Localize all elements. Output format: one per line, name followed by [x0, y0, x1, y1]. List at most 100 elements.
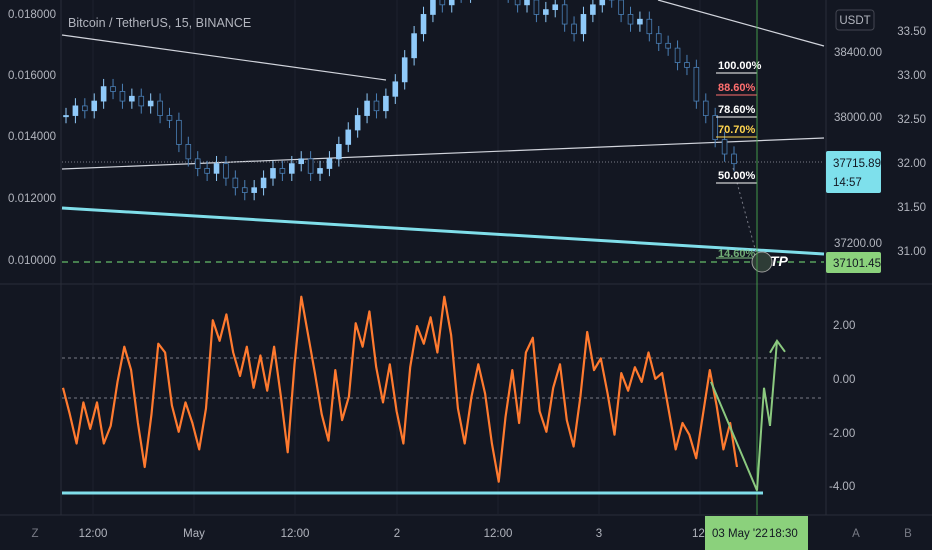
- projection-arrow-line: [710, 340, 778, 491]
- candle-body-11: [166, 115, 173, 121]
- candle-body-38: [420, 14, 427, 35]
- currency-badge[interactable]: [835, 9, 875, 31]
- candle-body-27: [317, 168, 323, 174]
- tp-price-value: 37101.45: [833, 258, 881, 270]
- candle-body-18: [232, 177, 239, 189]
- time-axis: 12:00 May 12:00 2 12:00 3 12: 03 May '22…: [79, 516, 808, 550]
- candle-body-15: [204, 168, 210, 174]
- osc-tick-3: -4.00: [829, 481, 855, 493]
- candle-body-36: [401, 57, 408, 83]
- candle-body-20: [251, 187, 257, 193]
- tp-price-tag: [826, 252, 881, 273]
- candle-body-8: [138, 95, 145, 107]
- usdt-tick-2: 37200.00: [834, 238, 882, 250]
- fib-label-14: 14.60%: [718, 248, 756, 260]
- right-tick-5: 31.00: [897, 246, 926, 258]
- usdt-price-axis: USDT 38400.00 38000.00 37200.00: [834, 9, 882, 250]
- candle-body-3: [91, 100, 98, 112]
- candle-body-23: [279, 168, 286, 174]
- candle-body-25: [298, 158, 305, 165]
- candle-body-39: [430, 0, 436, 15]
- candle-body-2: [82, 105, 88, 112]
- right-tick-0: 33.50: [897, 26, 926, 38]
- time-label-0: 12:00: [79, 528, 108, 540]
- left-price-axis: 0.018000 0.016000 0.014000 0.012000 0.01…: [8, 9, 56, 267]
- candle-body-54: [571, 23, 577, 35]
- candle-body-19: [241, 187, 248, 193]
- price-candles: [63, 0, 737, 201]
- countdown-timer: 14:57: [833, 177, 862, 189]
- current-price-value: 37715.89: [833, 158, 881, 170]
- time-label-1: May: [183, 528, 205, 540]
- candle-body-52: [552, 4, 559, 11]
- right-price-axis: 33.50 33.00 32.50 32.00 31.50 31.00: [897, 26, 926, 258]
- crosshair-date: 03 May '22: [712, 528, 768, 540]
- candle-body-66: [684, 62, 690, 68]
- oscillator-axis: 2.00 0.00 -2.00 -4.00: [829, 320, 855, 493]
- price-pane[interactable]: 100.00% 88.60% 78.60% 70.70% 50.00% 14.6…: [61, 0, 825, 273]
- candle-body-53: [561, 4, 568, 25]
- usdt-tick-0: 38400.00: [834, 47, 882, 59]
- candle-body-41: [448, 0, 455, 6]
- time-label-6: 12:: [692, 528, 708, 540]
- candle-body-22: [270, 168, 276, 179]
- candle-body-70: [721, 139, 728, 155]
- mid-trendline: [61, 137, 825, 170]
- auto-scale-button[interactable]: A: [852, 528, 860, 540]
- candle-body-30: [345, 129, 352, 145]
- candle-body-13: [185, 144, 192, 160]
- usdt-tick-1: 38000.00: [834, 112, 882, 124]
- tp-label: TP: [770, 253, 789, 269]
- current-price-tag: [826, 151, 881, 193]
- candle-body-48: [514, 0, 521, 6]
- candle-body-40: [439, 0, 446, 6]
- time-label-3: 2: [394, 528, 400, 540]
- right-tick-2: 32.50: [897, 114, 926, 126]
- candle-body-62: [646, 18, 653, 35]
- candle-body-9: [147, 100, 154, 107]
- candle-body-64: [665, 42, 671, 49]
- candle-body-71: [731, 153, 737, 165]
- resistance-trendline: [657, 0, 825, 47]
- candle-body-1: [72, 105, 79, 116]
- fib-label-100: 100.00%: [718, 60, 762, 72]
- candle-body-26: [307, 158, 314, 174]
- left-tick-1: 0.016000: [8, 70, 56, 82]
- osc-tick-1: 0.00: [833, 374, 855, 386]
- right-tick-3: 32.00: [897, 158, 926, 170]
- candle-body-65: [674, 47, 681, 63]
- fib-label-78: 78.60%: [718, 104, 756, 116]
- candle-body-67: [693, 66, 700, 102]
- candle-body-28: [326, 158, 333, 169]
- oscillator-pane[interactable]: [61, 295, 824, 495]
- candle-body-5: [110, 86, 116, 92]
- candle-body-32: [364, 100, 370, 116]
- candle-body-16: [213, 163, 220, 174]
- candle-body-24: [289, 163, 295, 174]
- osc-tick-2: -2.00: [829, 428, 855, 440]
- zoom-button[interactable]: Z: [31, 528, 38, 540]
- candle-body-60: [627, 14, 634, 25]
- left-tick-4: 0.010000: [8, 255, 56, 267]
- fib-label-70: 70.70%: [718, 124, 756, 136]
- candle-body-61: [637, 18, 643, 25]
- fibonacci-retracement[interactable]: 100.00% 88.60% 78.60% 70.70% 50.00% 14.6…: [716, 60, 762, 260]
- support-trendline: [61, 206, 825, 256]
- candle-body-50: [533, 0, 540, 15]
- osc-tick-0: 2.00: [833, 320, 855, 332]
- b-button[interactable]: B: [904, 528, 912, 540]
- candle-body-51: [543, 9, 549, 15]
- candle-body-57: [599, 0, 606, 6]
- candle-body-0: [63, 115, 69, 118]
- candle-body-34: [383, 95, 389, 112]
- time-label-2: 12:00: [281, 528, 310, 540]
- chart-title: Bitcoin / TetherUS, 15, BINANCE: [68, 16, 251, 30]
- candle-body-14: [194, 158, 201, 169]
- candle-body-12: [176, 119, 182, 145]
- candle-body-63: [655, 33, 662, 44]
- candle-body-56: [590, 4, 596, 15]
- candle-body-59: [618, 0, 624, 15]
- tp-target-marker[interactable]: [751, 251, 773, 273]
